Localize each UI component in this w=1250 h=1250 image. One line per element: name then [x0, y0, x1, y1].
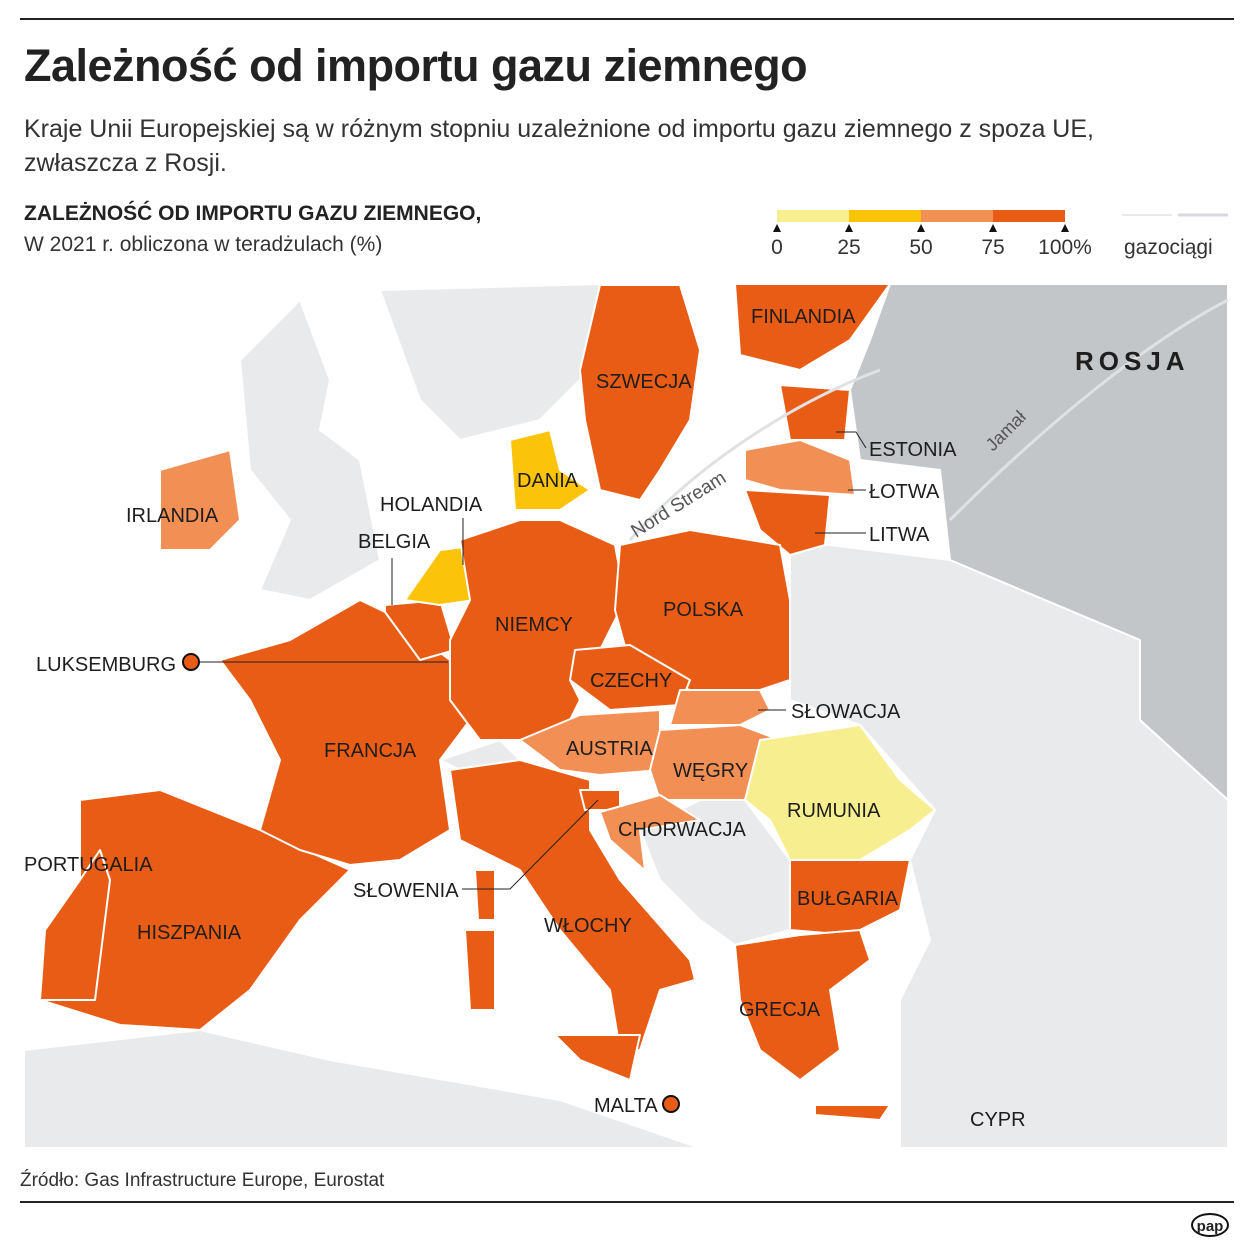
page-title: Zależność od importu gazu ziemnego: [24, 40, 808, 91]
label-litwa: LITWA: [869, 524, 930, 546]
top-rule: [20, 18, 1234, 20]
label-dania: DANIA: [517, 470, 579, 492]
country-grecja: [814, 1104, 891, 1121]
legend-subheading: W 2021 r. obliczona w teradżulach (%): [24, 233, 383, 256]
country-grecja: [734, 929, 871, 1081]
label-niemcy: NIEMCY: [495, 614, 573, 636]
label-szwecja: SZWECJA: [596, 371, 692, 393]
country-wlochy: [464, 929, 496, 1011]
label-hiszpania: HISZPANIA: [137, 922, 242, 944]
legend-tick-label: 25: [837, 236, 861, 259]
legend-heading: ZALEŻNOŚĆ OD IMPORTU GAZU ZIEMNEGO,: [24, 202, 482, 225]
luksemburg-marker: [182, 653, 200, 671]
country-litwa: [744, 489, 831, 556]
country-chorwacja: [599, 794, 701, 911]
source-note: Źródło: Gas Infrastructure Europe, Euros…: [20, 1170, 385, 1191]
label-slowacja: SŁOWACJA: [791, 701, 901, 723]
leader-lines: [200, 431, 867, 890]
subtitle: Kraje Unii Europejskiej są w różnym stop…: [24, 115, 1094, 177]
label-wlochy: WŁOCHY: [544, 915, 632, 937]
pipelines: [628, 298, 1229, 541]
label-cypr: CYPR: [970, 1109, 1026, 1131]
label-grecja: GRECJA: [739, 999, 821, 1021]
country-slowacja: [669, 689, 771, 726]
country-bulgaria: [789, 859, 911, 936]
label-rosja: ROSJA: [1075, 346, 1190, 376]
country-dania: [509, 429, 591, 511]
legend-tick-markers: [773, 224, 1069, 232]
label-polska: POLSKA: [663, 599, 744, 621]
legend-bin-75-100: [993, 210, 1065, 222]
country-szwecja: [579, 284, 701, 501]
country-polska: [614, 529, 791, 691]
label-estonia: ESTONIA: [869, 439, 957, 461]
country-lotwa: [744, 439, 856, 496]
label-rumunia: RUMUNIA: [787, 800, 881, 822]
legend-bin-0-25: [777, 210, 849, 222]
country-niemcy: [449, 519, 626, 741]
label-luksemburg: LUKSEMBURG: [36, 654, 176, 676]
label-belgia: BELGIA: [358, 531, 431, 553]
legend-bin-50-75: [921, 210, 993, 222]
label-chorwacja: CHORWACJA: [618, 819, 746, 841]
pap-logo: pap: [1191, 1213, 1229, 1237]
country-rumunia: [744, 724, 936, 861]
legend-bar: [773, 210, 1228, 232]
label-finlandia: FINLANDIA: [751, 306, 856, 328]
label-bulgaria: BUŁGARIA: [797, 888, 899, 910]
label-slowenia: SŁOWENIA: [353, 880, 459, 902]
bottom-rule: [20, 1201, 1234, 1203]
country-francja: [474, 869, 496, 921]
legend-tick-label: 0: [771, 236, 783, 259]
label-francja: FRANCJA: [324, 740, 417, 762]
label-portugalia: PORTUGALIA: [24, 854, 153, 876]
country-irlandia: [159, 449, 241, 551]
country-portugalia: [39, 849, 111, 1001]
legend-bin-25-50: [849, 210, 921, 222]
country-finlandia: [734, 284, 891, 371]
pipelines-legend-label: gazociągi: [1124, 236, 1213, 259]
label-wegry: WĘGRY: [673, 760, 748, 782]
label-malta: MALTA: [594, 1095, 658, 1117]
malta-marker: [662, 1095, 680, 1113]
country-estonia: [779, 384, 851, 441]
legend-tick-label: 75: [981, 236, 1005, 259]
label-lotwa: ŁOTWA: [869, 481, 940, 503]
country-francja: [219, 599, 471, 866]
label-holandia: HOLANDIA: [380, 494, 483, 516]
legend-tick-label: 50: [909, 236, 933, 259]
russia-region: [849, 284, 1228, 801]
label-austria: AUSTRIA: [566, 738, 653, 760]
label-czechy: CZECHY: [590, 670, 672, 692]
legend-tick-label: 100%: [1038, 236, 1092, 259]
country-wlochy: [554, 1034, 641, 1081]
label-irlandia: IRLANDIA: [126, 505, 219, 527]
